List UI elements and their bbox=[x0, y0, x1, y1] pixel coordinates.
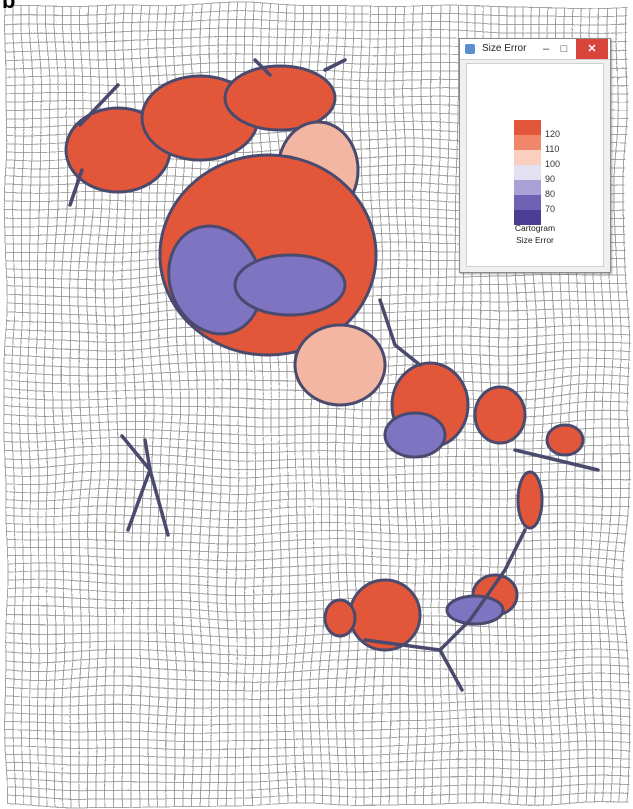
boundary-spike-1 bbox=[68, 58, 347, 207]
legend-caption-line2: Size Error bbox=[516, 235, 554, 245]
java-app-icon bbox=[465, 44, 475, 54]
legend-titlebar[interactable]: Size Error – □ ✕ bbox=[460, 39, 610, 60]
legend-value-label: 80 bbox=[545, 189, 556, 199]
region-chain-b bbox=[473, 385, 527, 445]
size-error-legend-window[interactable]: Size Error – □ ✕ 120 110 100 90 80 70 Cartogr… bbox=[459, 38, 611, 273]
region-south-b bbox=[323, 598, 357, 638]
legend-caption-line1: Cartogram bbox=[514, 223, 556, 233]
legend-value-label: 110 bbox=[545, 144, 560, 154]
boundary-spikes bbox=[68, 58, 600, 692]
region-chain-a-under bbox=[383, 411, 447, 459]
boundary-spike-2 bbox=[378, 298, 600, 652]
close-button[interactable]: ✕ bbox=[576, 39, 608, 59]
legend-swatch bbox=[514, 120, 541, 135]
maximize-button[interactable]: □ bbox=[560, 43, 568, 55]
region-large-under-b bbox=[233, 253, 347, 317]
cartogram-regions bbox=[64, 64, 585, 652]
region-chain-c bbox=[545, 423, 585, 457]
legend-swatch bbox=[514, 180, 541, 195]
legend-swatch bbox=[514, 195, 541, 210]
legend-swatch bbox=[514, 210, 541, 225]
panel-label: b bbox=[2, 0, 16, 13]
minimize-button[interactable]: – bbox=[542, 43, 550, 55]
legend-value-label: 70 bbox=[545, 204, 556, 214]
legend-body: 120 110 100 90 80 70 Cartogram Size Error bbox=[466, 63, 604, 267]
region-mid-pink bbox=[293, 323, 387, 407]
boundary-spike-3 bbox=[363, 638, 464, 692]
region-south-a bbox=[348, 578, 422, 652]
legend-swatch bbox=[514, 135, 541, 150]
region-chain-d bbox=[516, 470, 544, 530]
boundary-spike-0 bbox=[120, 434, 170, 537]
legend-swatch bbox=[514, 165, 541, 180]
region-north-b bbox=[223, 64, 337, 132]
legend-value-label: 100 bbox=[545, 159, 561, 169]
legend-swatch bbox=[514, 150, 541, 165]
legend-value-label: 120 bbox=[545, 129, 561, 139]
legend-value-label: 90 bbox=[545, 174, 556, 184]
legend-title: Size Error bbox=[482, 43, 527, 54]
